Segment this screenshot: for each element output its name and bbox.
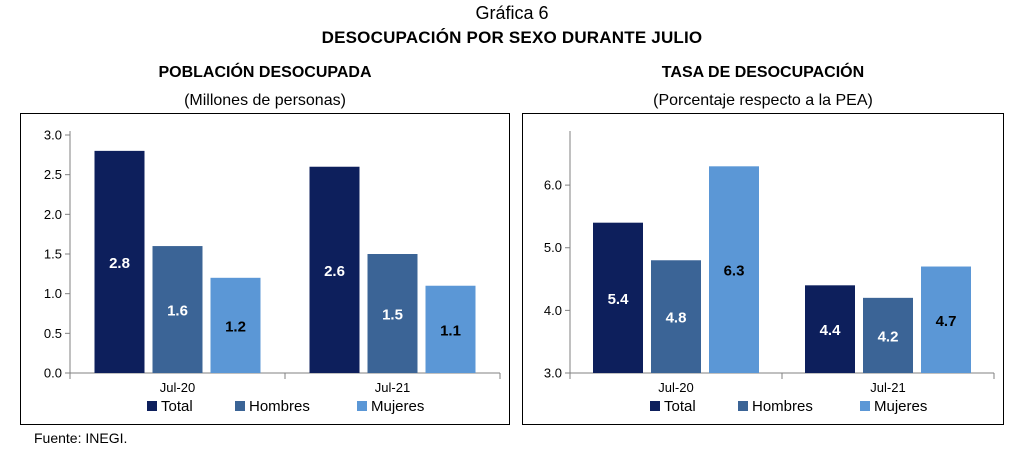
y-tick-label: 6.0	[544, 178, 562, 193]
x-tick-label: Jul-21	[870, 380, 905, 395]
legend-label-mujeres: Mujeres	[874, 398, 927, 415]
chart-frame	[522, 113, 1004, 425]
legend-label-total: Total	[664, 398, 696, 415]
data-label: 1.1	[440, 322, 461, 339]
legend-label-total: Total	[161, 398, 193, 415]
y-tick-label: 1.5	[44, 247, 62, 262]
legend-swatch-total	[650, 401, 660, 411]
bar-total-jul-21	[309, 166, 360, 373]
chart-poblacion-desocupada: 0.0 0.5 1.0 1.5 2.0 2.5 3.0 2.8 1.6 1.2 Jul-20 2.6 1…	[20, 113, 510, 425]
bar-hombres-jul-21	[863, 297, 913, 373]
y-tick-label: 3.0	[44, 128, 62, 143]
bar-mujeres-jul-20	[210, 277, 261, 373]
y-tick-label: 0.5	[44, 326, 62, 341]
data-label: 5.4	[608, 291, 630, 308]
chart-title-tasa: TASA DE DESOCUPACIÓN	[661, 64, 865, 81]
bar-hombres-jul-21	[367, 254, 418, 373]
chart-subtitle-tasa: (Porcentaje respecto a la PEA)	[653, 92, 873, 109]
data-label: 4.2	[878, 328, 899, 345]
legend-swatch-mujeres	[357, 401, 367, 411]
legend-swatch-hombres	[235, 401, 245, 411]
data-label: 1.6	[167, 303, 188, 320]
data-label: 1.5	[382, 307, 403, 324]
x-tick-label: Jul-20	[160, 380, 195, 395]
bar-total-jul-20	[593, 222, 643, 373]
bar-total-jul-21	[805, 285, 855, 373]
bar-mujeres-jul-20	[709, 166, 759, 373]
bar-mujeres-jul-21	[425, 285, 476, 373]
bar-mujeres-jul-21	[921, 266, 971, 373]
figure-title: DESOCUPACIÓN POR SEXO DURANTE JULIO	[321, 28, 703, 47]
legend-label-hombres: Hombres	[752, 398, 813, 415]
y-tick-label: 1.0	[44, 286, 62, 301]
y-tick-label: 2.5	[44, 167, 62, 182]
data-label: 2.8	[109, 255, 130, 272]
data-label: 6.3	[724, 263, 745, 280]
chart-frame	[20, 113, 510, 425]
source-note: Fuente: INEGI.	[34, 430, 128, 446]
data-label: 1.2	[225, 318, 246, 335]
chart-tasa-desocupacion: 3.0 4.0 5.0 6.0 5.4 4.8 6.3 Jul-20 4.4 4.2 4.7 Jul-…	[522, 113, 1004, 425]
bar-hombres-jul-20	[152, 246, 203, 373]
x-tick-label: Jul-20	[658, 380, 693, 395]
y-tick-label: 3.0	[544, 366, 562, 381]
data-label: 4.8	[666, 310, 687, 327]
bar-hombres-jul-20	[651, 260, 701, 373]
data-label: 2.6	[324, 263, 345, 280]
y-tick-label: 5.0	[544, 240, 562, 255]
legend-swatch-mujeres	[860, 401, 870, 411]
data-label: 4.7	[936, 313, 957, 330]
data-label: 4.4	[820, 322, 842, 339]
x-tick-label: Jul-21	[375, 380, 410, 395]
legend-swatch-total	[147, 401, 157, 411]
y-tick-label: 0.0	[44, 366, 62, 381]
figure-label: Gráfica 6	[475, 3, 549, 23]
y-tick-label: 4.0	[544, 303, 562, 318]
legend-swatch-hombres	[738, 401, 748, 411]
chart-title-poblacion: POBLACIÓN DESOCUPADA	[158, 64, 372, 81]
chart-subtitle-poblacion: (Millones de personas)	[184, 92, 346, 109]
bar-total-jul-20	[94, 150, 145, 373]
legend-label-mujeres: Mujeres	[371, 398, 424, 415]
y-tick-label: 2.0	[44, 207, 62, 222]
legend-label-hombres: Hombres	[249, 398, 310, 415]
